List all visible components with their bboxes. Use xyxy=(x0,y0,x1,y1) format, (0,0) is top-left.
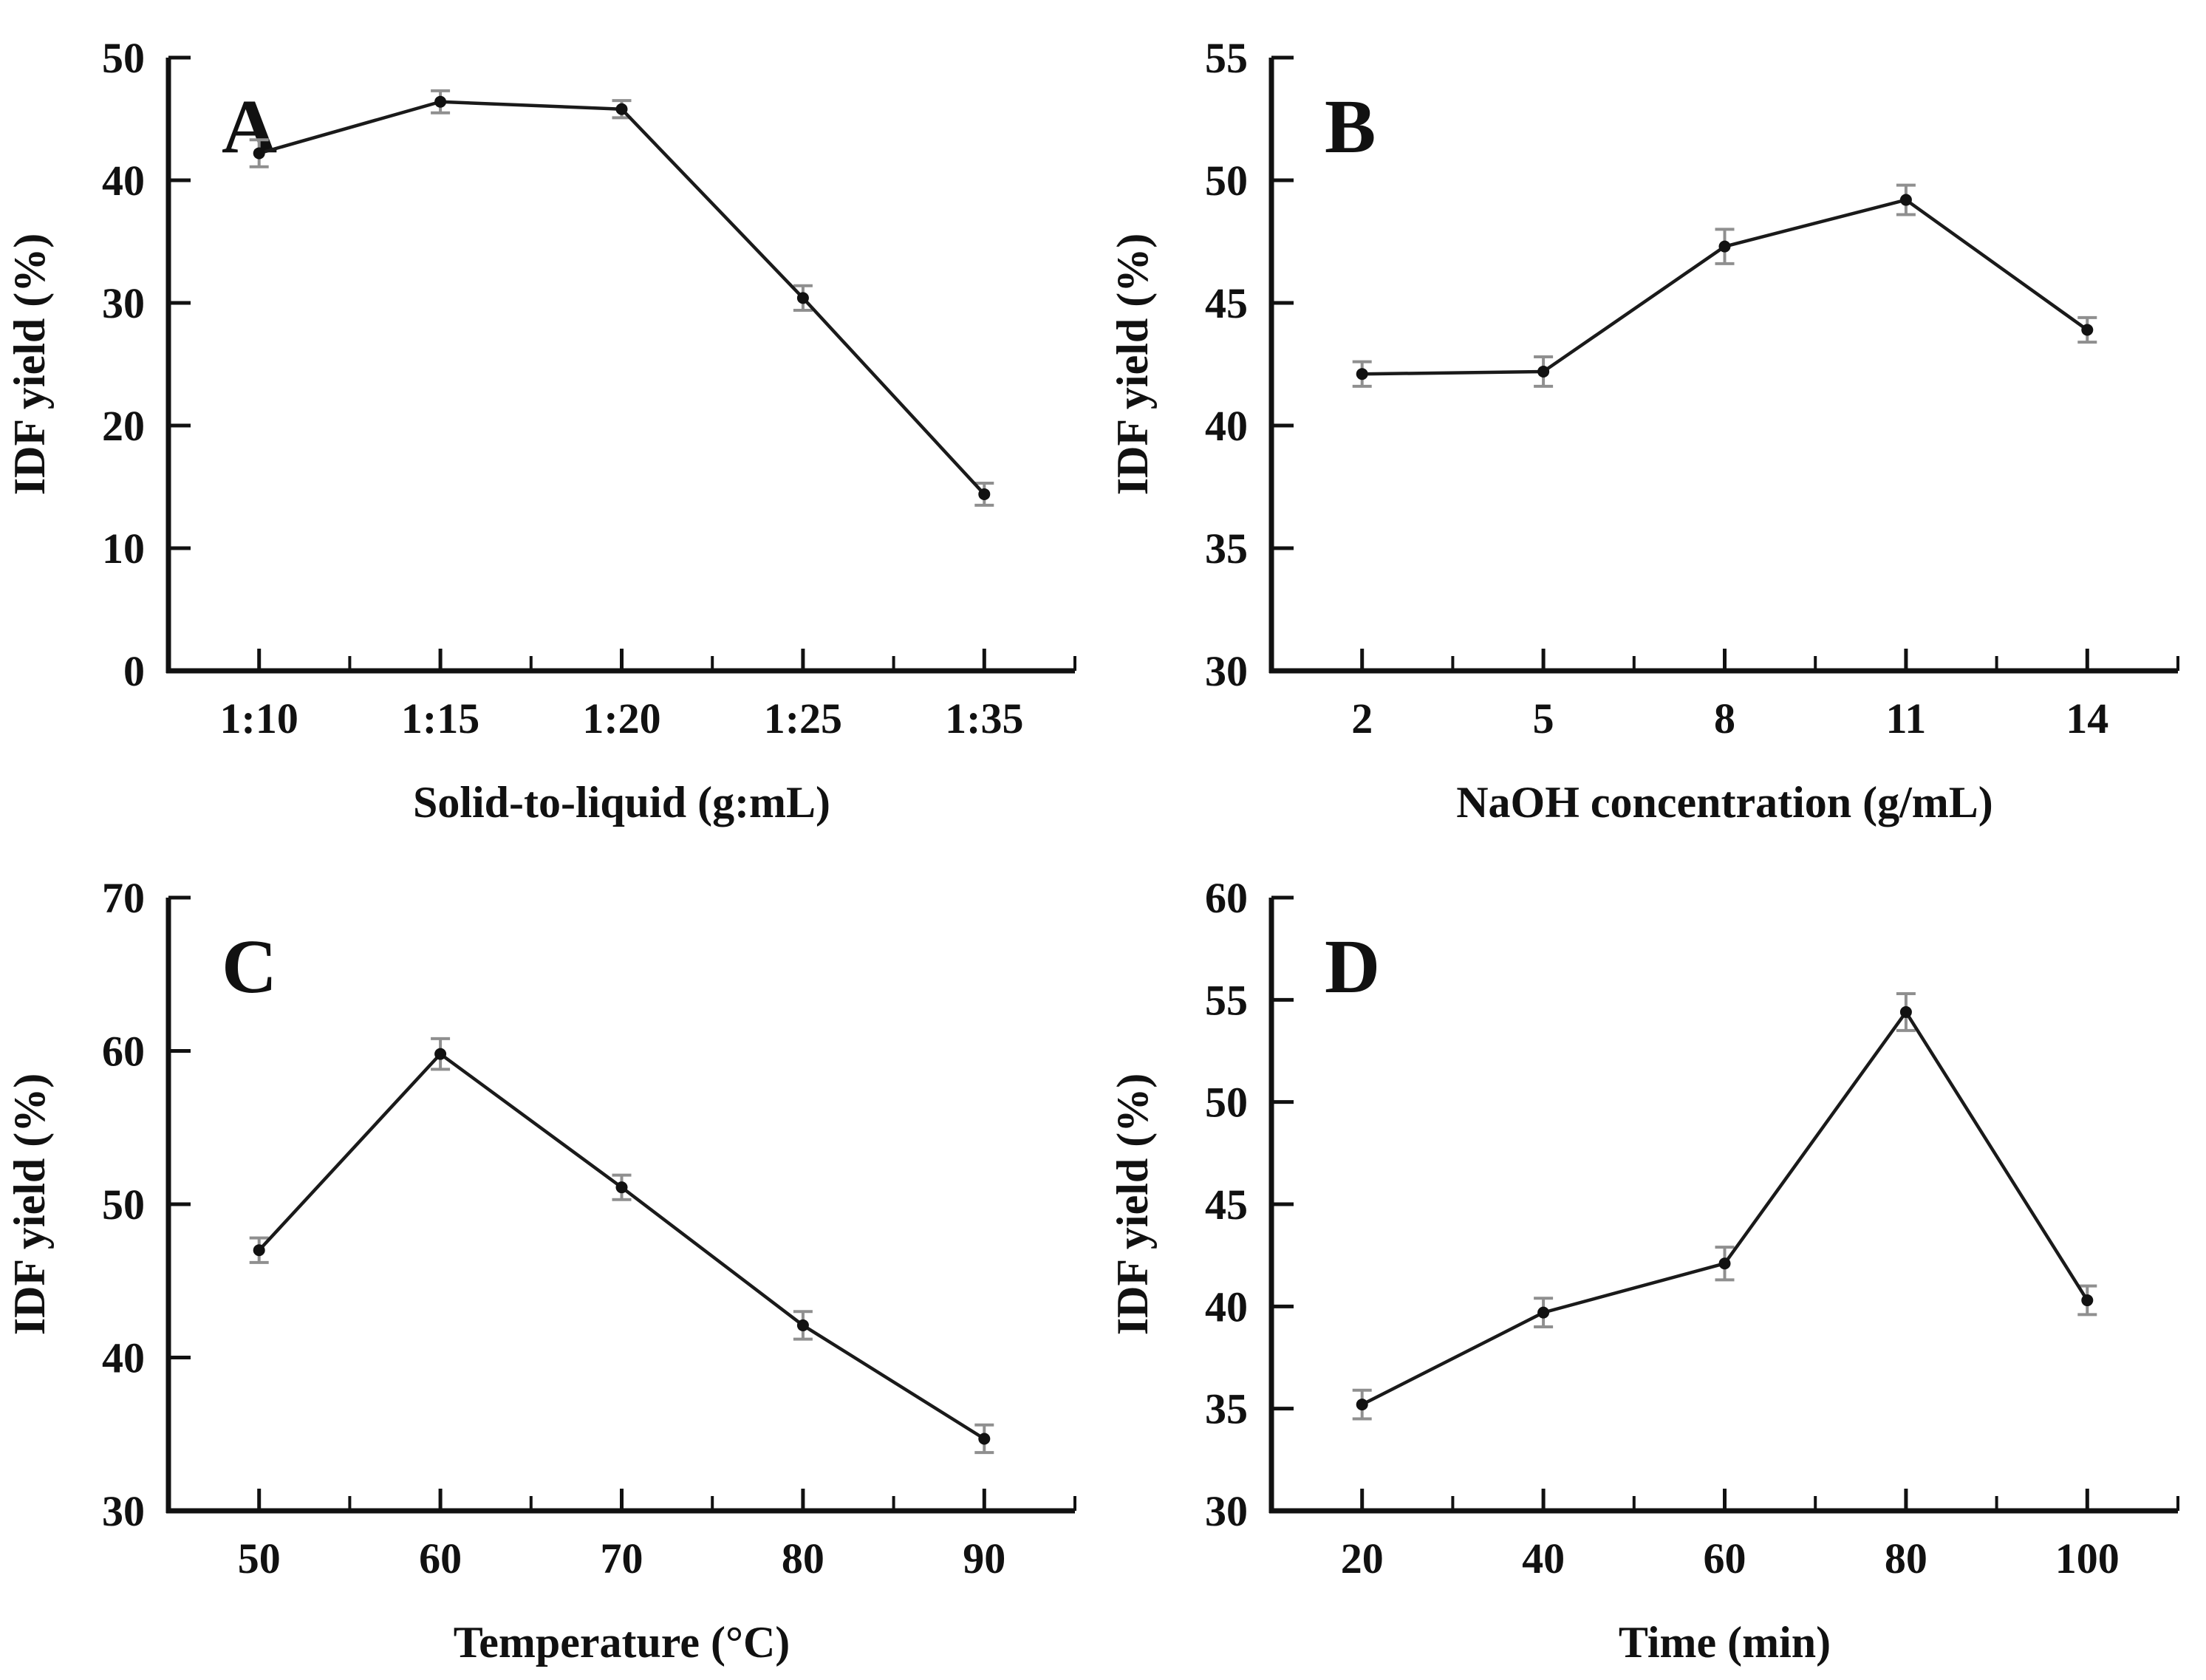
data-line xyxy=(257,1052,986,1441)
x-tick-label: 2 xyxy=(1351,694,1373,742)
y-axis-title: IDF yield (%) xyxy=(1108,233,1157,495)
y-tick-label: 50 xyxy=(102,1181,145,1229)
data-point-marker xyxy=(978,1433,991,1445)
data-point-marker xyxy=(1899,194,1912,206)
data-point-marker xyxy=(978,488,991,500)
data-point-marker xyxy=(1718,1257,1731,1270)
data-point-marker xyxy=(253,1244,265,1257)
x-tick-label: 8 xyxy=(1714,694,1735,742)
x-tick-label: 1:35 xyxy=(945,694,1023,742)
y-tick-label: 55 xyxy=(1205,976,1248,1024)
x-tick-label: 70 xyxy=(601,1534,643,1582)
data-point-marker xyxy=(253,147,265,160)
data-point-marker xyxy=(1356,368,1368,380)
y-tick-label: 70 xyxy=(102,874,145,922)
x-tick-label: 5 xyxy=(1533,694,1554,742)
x-tick-label: 1:10 xyxy=(220,694,298,742)
y-tick-label: 55 xyxy=(1205,34,1248,82)
data-point-marker xyxy=(615,103,628,115)
y-tick-label: 50 xyxy=(102,34,145,82)
panel-c: 30 40 50 60 70 50 60 70 80 90 Temperature (°C) IDF … xyxy=(0,840,1103,1680)
y-axis-title: IDF yield (%) xyxy=(5,1073,54,1335)
data-point-marker xyxy=(796,292,809,304)
y-axis-title: IDF yield (%) xyxy=(5,233,54,495)
y-tick-label: 40 xyxy=(1205,402,1248,450)
x-tick-label: 40 xyxy=(1522,1534,1565,1582)
panel-a-chart: 0 10 20 30 40 50 1:10 1:15 1:20 1:25 1:35 Solid-to-… xyxy=(5,34,1076,827)
y-tick-label: 35 xyxy=(1205,525,1248,573)
y-tick-label: 40 xyxy=(102,1334,145,1382)
y-tick-label: 30 xyxy=(1205,647,1248,695)
x-axis-title: Solid-to-liquid (g:mL) xyxy=(413,778,830,827)
y-tick-label: 35 xyxy=(1205,1385,1248,1433)
x-tick-label: 80 xyxy=(1885,1534,1927,1582)
y-axis-title: IDF yield (%) xyxy=(1108,1073,1157,1335)
data-point-marker xyxy=(1537,1306,1550,1319)
data-line xyxy=(1360,1010,2089,1407)
data-point-marker xyxy=(1718,240,1731,253)
x-tick-label: 90 xyxy=(963,1534,1005,1582)
panel-letter: C xyxy=(222,924,277,1009)
data-point-marker xyxy=(2081,324,2094,336)
panel-letter: A xyxy=(222,84,277,169)
y-tick-label: 10 xyxy=(102,525,145,573)
panel-letter: D xyxy=(1325,924,1380,1009)
y-tick-label: 50 xyxy=(1205,1079,1248,1127)
data-line xyxy=(257,100,986,496)
panel-letter: B xyxy=(1325,84,1376,169)
x-tick-label: 60 xyxy=(419,1534,462,1582)
data-point-marker xyxy=(434,95,447,108)
panel-d: 30 35 40 45 50 55 60 20 40 60 80 100 Time (min) IDF y… xyxy=(1103,840,2206,1680)
x-tick-label: 1:25 xyxy=(764,694,842,742)
data-point-marker xyxy=(434,1048,447,1060)
x-axis-title: Time (min) xyxy=(1619,1618,1831,1667)
y-tick-label: 60 xyxy=(102,1028,145,1076)
panel-b: 30 35 40 45 50 55 2 5 8 11 14 NaOH concentration (g… xyxy=(1103,0,2206,840)
panel-d-chart: 30 35 40 45 50 55 60 20 40 60 80 100 Time (min) IDF y… xyxy=(1108,874,2179,1667)
y-tick-label: 40 xyxy=(1205,1283,1248,1331)
data-point-marker xyxy=(1537,365,1550,378)
x-tick-label: 1:20 xyxy=(582,694,660,742)
x-tick-label: 60 xyxy=(1704,1534,1746,1582)
x-axis-title: NaOH concentration (g/mL) xyxy=(1456,778,1993,827)
y-tick-label: 60 xyxy=(1205,874,1248,922)
data-point-marker xyxy=(1356,1399,1368,1411)
data-point-marker xyxy=(1899,1005,1912,1018)
x-axis-title: Temperature (°C) xyxy=(454,1618,790,1667)
y-tick-label: 30 xyxy=(1205,1487,1248,1535)
y-tick-label: 40 xyxy=(102,157,145,205)
panel-b-chart: 30 35 40 45 50 55 2 5 8 11 14 NaOH concentration (g… xyxy=(1108,34,2179,827)
x-tick-label: 80 xyxy=(782,1534,824,1582)
panel-c-chart: 30 40 50 60 70 50 60 70 80 90 Temperature (°C) IDF … xyxy=(5,874,1076,1667)
data-point-marker xyxy=(796,1319,809,1331)
x-tick-label: 14 xyxy=(2066,694,2108,742)
data-point-marker xyxy=(615,1181,628,1194)
panel-a: 0 10 20 30 40 50 1:10 1:15 1:20 1:25 1:35 Solid-to-… xyxy=(0,0,1103,840)
y-tick-label: 20 xyxy=(102,402,145,450)
y-tick-label: 45 xyxy=(1205,279,1248,327)
y-tick-label: 30 xyxy=(102,279,145,327)
x-tick-label: 50 xyxy=(238,1534,281,1582)
y-tick-label: 50 xyxy=(1205,157,1248,205)
y-tick-label: 45 xyxy=(1205,1181,1248,1229)
data-point-marker xyxy=(2081,1294,2094,1307)
x-tick-label: 11 xyxy=(1885,694,1926,742)
x-tick-label: 100 xyxy=(2055,1534,2120,1582)
data-line xyxy=(1360,198,2089,376)
x-tick-label: 20 xyxy=(1341,1534,1384,1582)
y-tick-label: 30 xyxy=(102,1487,145,1535)
y-tick-label: 0 xyxy=(123,647,145,695)
x-tick-label: 1:15 xyxy=(401,694,479,742)
